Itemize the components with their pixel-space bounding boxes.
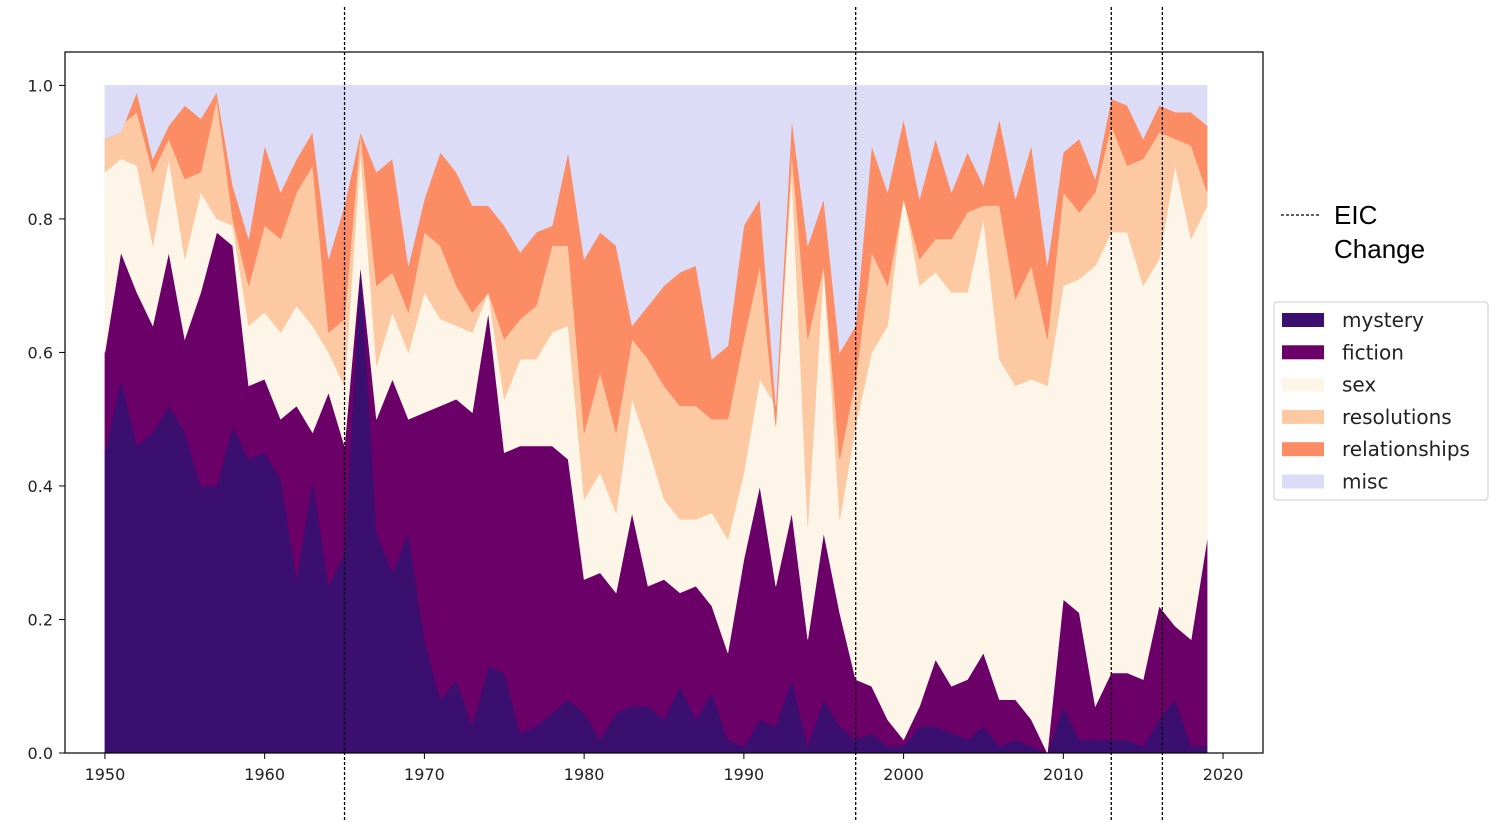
y-tick-label: 0.8 [28,210,53,229]
x-tick-label: 2020 [1203,765,1244,784]
area-misc [104,85,1208,406]
eic-change-legend: EIC Change [1281,200,1425,264]
plot-frame [64,51,1264,754]
x-tick-label: 1990 [724,765,765,784]
legend-label-resolutions: resolutions [1342,405,1452,429]
legend-swatch-resolutions [1282,409,1324,424]
series-legend: mystery fiction sex resolutions relationship… [1273,301,1489,501]
y-tick-label: 1.0 [28,76,53,95]
eic-legend-label-line2: Change [1334,234,1425,264]
x-tick-label: 2000 [883,765,924,784]
eic-legend-label-line1: EIC [1334,200,1377,230]
legend-swatch-mystery [1282,313,1324,327]
x-tick-label: 1950 [85,765,126,784]
legend-swatch-relationships [1282,442,1324,457]
axis-ticks: 1950 1960 1970 1980 1990 2000 2010 2020 0.0 0.2 0.… [28,76,1244,784]
legend-frame [1273,301,1489,501]
eic-change-lines [343,7,1164,820]
legend-swatch-sex [1282,377,1324,392]
x-tick-label: 1960 [244,765,285,784]
legend-label-mystery: mystery [1342,308,1424,332]
x-tick-label: 1970 [404,765,445,784]
x-tick-label: 1980 [564,765,605,784]
legend-label-misc: misc [1342,470,1388,494]
x-tick-label: 2010 [1043,765,1084,784]
legend-label-relationships: relationships [1342,437,1470,461]
y-tick-label: 0.0 [28,744,53,763]
legend-label-sex: sex [1342,373,1376,397]
areas-layer [104,85,1208,755]
legend-swatch-misc [1282,474,1324,489]
y-tick-label: 0.4 [28,477,53,496]
legend-label-fiction: fiction [1342,340,1404,364]
y-tick-label: 0.6 [28,343,53,362]
legend-swatch-fiction [1282,345,1324,360]
y-tick-label: 0.2 [28,610,53,629]
